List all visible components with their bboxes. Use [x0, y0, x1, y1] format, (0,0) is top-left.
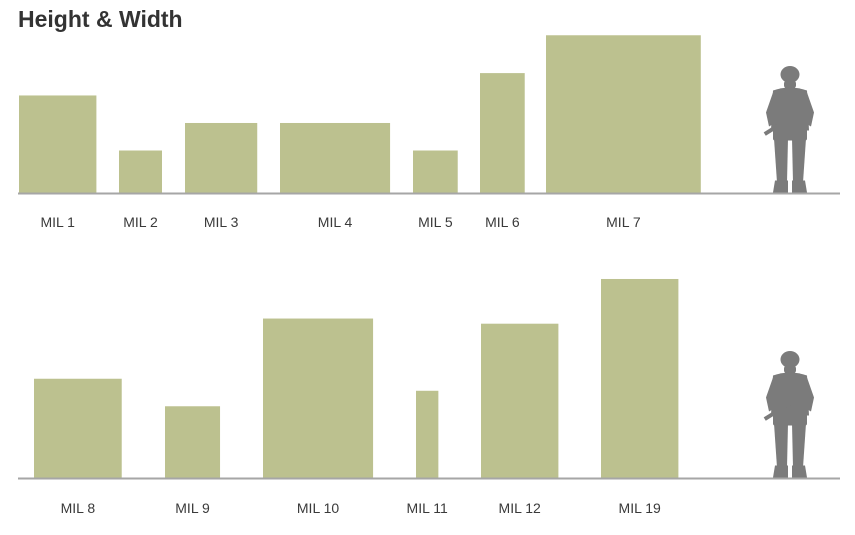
- bar: [34, 378, 122, 479]
- bar: [601, 278, 679, 479]
- bar: [263, 318, 374, 479]
- soldier-silhouette-icon: [763, 66, 814, 193]
- bar: [413, 150, 458, 194]
- bar: [480, 73, 525, 194]
- bar: [546, 35, 701, 194]
- bar-label: MIL 8: [61, 500, 96, 516]
- bar-label: MIL 2: [123, 214, 158, 230]
- bar: [481, 323, 559, 479]
- bar-label: MIL 7: [606, 214, 641, 230]
- bar: [185, 122, 258, 194]
- bar: [165, 406, 221, 479]
- bar-label: MIL 6: [485, 214, 520, 230]
- bar-label: MIL 1: [40, 214, 75, 230]
- bar-label: MIL 10: [297, 500, 339, 516]
- chart-row-top: MIL 1 MIL 2 MIL 3 MIL 4 MIL 5 MIL 6 MIL 7: [18, 35, 840, 230]
- chart-title: Height & Width: [18, 6, 183, 32]
- bar-label: MIL 9: [175, 500, 210, 516]
- bar: [416, 390, 439, 479]
- bar: [119, 150, 162, 194]
- bar-label: MIL 12: [499, 500, 541, 516]
- soldier-silhouette-icon: [763, 351, 814, 478]
- bar-label: MIL 5: [418, 214, 453, 230]
- bar: [280, 122, 391, 194]
- bar-label: MIL 3: [204, 214, 239, 230]
- bar-label: MIL 4: [318, 214, 353, 230]
- bar-label: MIL 19: [619, 500, 661, 516]
- chart-row-bottom: MIL 8 MIL 9 MIL 10 MIL 11 MIL 12 MIL 19: [18, 278, 840, 516]
- bar-label: MIL 11: [407, 500, 448, 516]
- bar: [19, 95, 97, 194]
